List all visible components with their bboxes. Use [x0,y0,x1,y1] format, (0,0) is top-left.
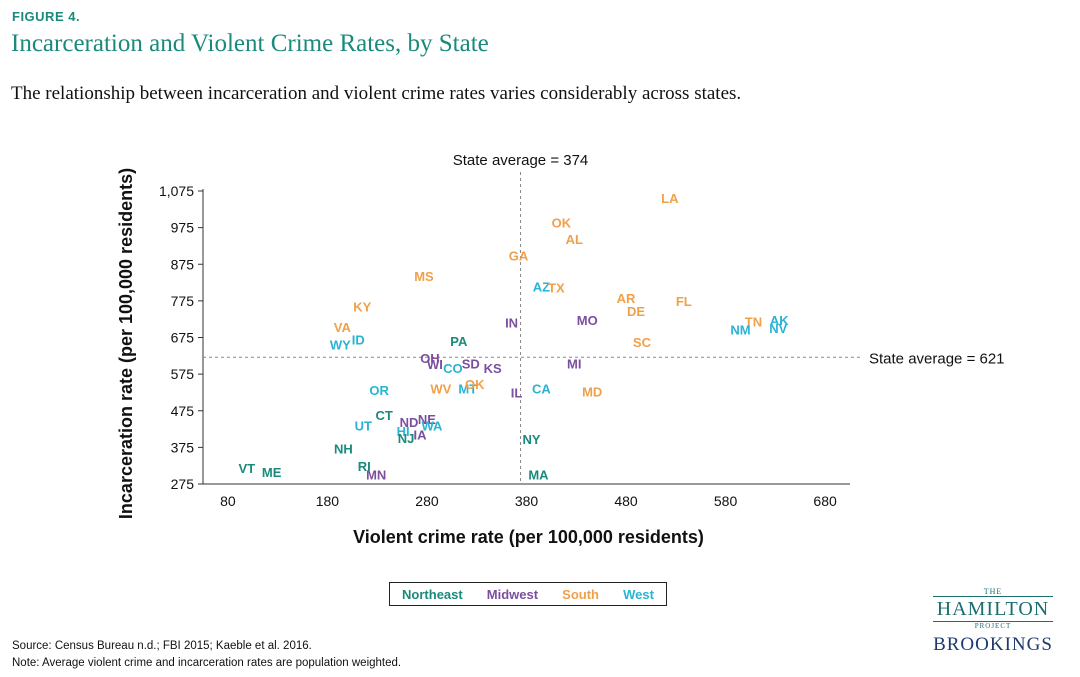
y-tick-label: 375 [171,439,195,455]
point-wv: WV [430,381,451,396]
chart-subtitle: The relationship between incarceration a… [11,83,742,104]
x-axis-label: Violent crime rate (per 100,000 resident… [353,527,704,547]
point-nh: NH [334,442,353,457]
point-wy: WY [330,338,351,353]
point-vt: VT [238,461,255,476]
point-al: AL [566,232,583,247]
point-sd: SD [462,356,480,371]
legend-midwest: Midwest [486,586,539,602]
point-la: LA [661,191,679,206]
point-ne: NE [418,412,436,427]
point-ar: AR [617,291,636,306]
legend-west: West [623,586,654,602]
y-tick-label: 475 [171,403,195,419]
source-text: Source: Census Bureau n.d.; FBI 2015; Ka… [12,640,312,652]
point-ca: CA [532,381,551,396]
y-tick-label: 275 [171,476,195,492]
point-hi: HI [397,424,410,439]
point-in: IN [505,316,518,331]
point-mn: MN [366,467,386,482]
point-oh: OH [420,351,440,366]
y-average-label: State average = 621 [869,350,1005,367]
point-tx: TX [548,281,565,296]
point-tn: TN [745,314,762,329]
logo-project: PROJECT [974,622,1012,630]
point-ma: MA [528,467,549,482]
point-sc: SC [633,335,652,350]
x-tick-label: 180 [316,493,340,509]
point-mi: MI [567,356,581,371]
y-tick-label: 975 [171,220,195,236]
point-md: MD [582,385,602,400]
point-az: AZ [533,279,550,294]
chart-title: Incarceration and Violent Crime Rates, b… [11,30,489,57]
x-tick-label: 280 [415,493,439,509]
point-ok: OK [465,377,485,392]
x-tick-label: 480 [614,493,638,509]
point-co: CO [443,361,463,376]
point-ks: KS [484,361,502,376]
legend: Northeast Midwest South West [389,582,667,606]
logo-the: THE [983,587,1003,596]
y-axis-label: Incarceration rate (per 100,000 resident… [116,168,136,519]
point-ms: MS [414,269,434,284]
point-fl: FL [676,294,692,309]
point-ny: NY [522,432,540,447]
y-tick-label: 675 [171,330,195,346]
y-tick-label: 875 [171,256,195,272]
point-or: OR [369,383,389,398]
figure-label: FIGURE 4. [12,9,81,24]
point-nm: NM [730,322,750,337]
x-tick-label: 80 [220,493,236,509]
point-mo: MO [577,313,598,328]
point-ak: AK [770,313,789,328]
point-nv: NV [769,321,787,336]
point-de: DE [627,304,645,319]
y-tick-label: 575 [171,366,195,382]
point-nd: ND [400,415,419,430]
point-il: IL [511,385,523,400]
point-pa: PA [450,334,468,349]
logo-hamilton: HAMILTON [932,596,1054,622]
source-notes: Source: Census Bureau n.d.; FBI 2015; Ka… [12,638,401,672]
point-va: VA [334,320,352,335]
note-text: Note: Average violent crime and incarcer… [12,657,402,669]
x-average-label: State average = 374 [453,152,589,169]
legend-south: South [562,586,599,602]
point-ut: UT [355,418,372,433]
logo-brookings: BROOKINGS [933,634,1053,655]
point-ia: IA [413,427,427,442]
x-tick-label: 680 [813,493,837,509]
point-nj: NJ [398,431,415,446]
point-ri: RI [358,459,371,474]
point-me: ME [262,465,282,480]
point-ok: OK [552,215,572,230]
point-ct: CT [375,408,392,423]
point-ga: GA [509,249,529,264]
point-ky: KY [353,300,371,315]
y-tick-label: 1,075 [159,183,194,199]
point-mt: MT [458,381,477,396]
point-wi: WI [427,357,443,372]
y-tick-label: 775 [171,293,195,309]
point-wa: WA [421,419,443,434]
point-id: ID [352,333,365,348]
x-tick-label: 380 [515,493,539,509]
hamilton-brookings-logo: THE HAMILTON PROJECT BROOKINGS [918,587,1068,659]
legend-northeast: Northeast [402,586,463,602]
x-tick-label: 580 [714,493,738,509]
